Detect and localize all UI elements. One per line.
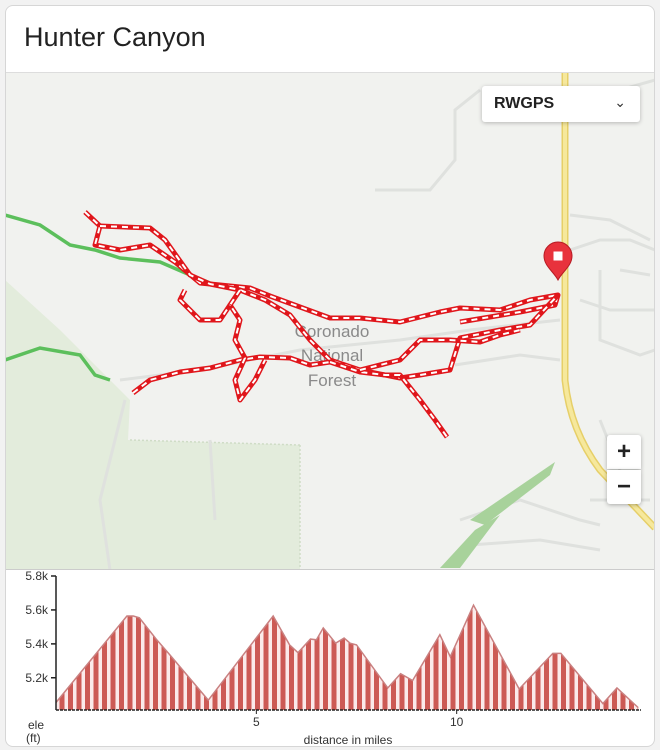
elevation-area: [56, 605, 639, 710]
map-canvas[interactable]: Coronado National Forest: [6, 73, 654, 569]
gps-track: [83, 210, 561, 439]
track-segment: [83, 210, 561, 325]
elevation-chart-svg: 5.2k 5.4k 5.6k 5.8k 5 10 ele (ft) distance in…: [25, 569, 641, 746]
layer-select-value: RWGPS: [494, 95, 555, 112]
zoom-in-button[interactable]: +: [607, 435, 641, 469]
chevron-down-icon: ⌄: [614, 94, 626, 110]
place-label: Coronado National Forest: [295, 322, 370, 390]
elevation-line: [55, 603, 639, 709]
place-label-line: Forest: [308, 371, 356, 390]
location-marker-icon[interactable]: [543, 241, 573, 282]
map[interactable]: Coronado National Forest RWGPS ⌄ + −: [6, 73, 654, 570]
route-card: Hunter Canyon: [5, 5, 655, 747]
y-tick-label: 5.2k: [25, 671, 49, 685]
layer-select[interactable]: RWGPS ⌄: [482, 86, 640, 122]
track-segment: [177, 288, 233, 323]
y-axis-label: ele: [28, 718, 44, 732]
y-tick-label: 5.4k: [25, 637, 49, 651]
x-axis-label: distance in miles: [304, 733, 393, 746]
place-label-line: National: [301, 346, 363, 365]
page-title: Hunter Canyon: [24, 22, 206, 52]
y-axis-label: (ft): [26, 731, 41, 745]
x-tick-label: 10: [450, 715, 464, 729]
park-areas: [6, 280, 301, 569]
zoom-out-button[interactable]: −: [607, 470, 641, 504]
elevation-chart: 5.2k 5.4k 5.6k 5.8k 5 10 ele (ft) distance in…: [6, 569, 654, 746]
green-strips: [440, 462, 555, 568]
y-tick-label: 5.8k: [25, 569, 49, 583]
place-label-line: Coronado: [295, 322, 370, 341]
card-header: Hunter Canyon: [6, 6, 654, 73]
y-tick-label: 5.6k: [25, 603, 49, 617]
x-tick-label: 5: [253, 715, 260, 729]
